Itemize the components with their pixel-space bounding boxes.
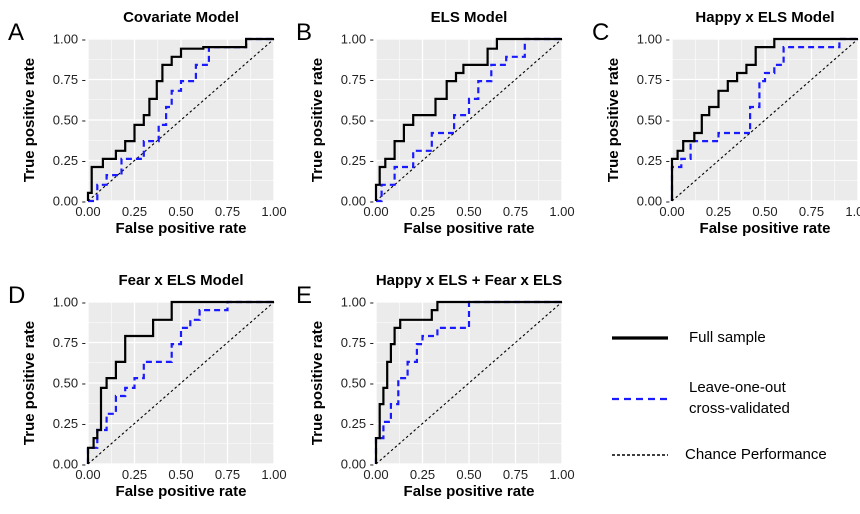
x-axis-label: False positive rate bbox=[700, 220, 831, 237]
panel-letter: D bbox=[8, 282, 25, 309]
x-axis-label: False positive rate bbox=[404, 220, 535, 237]
y-tick-label: 0.50 - bbox=[637, 113, 670, 128]
y-tick-label: 0.25 - bbox=[53, 153, 86, 168]
x-tick-label: 0.00 bbox=[75, 204, 100, 219]
x-tick-label: 0.50 bbox=[168, 204, 193, 219]
x-tick-label: 0.25 bbox=[122, 204, 147, 219]
chance-line bbox=[87, 38, 275, 202]
panel-letter: C bbox=[592, 19, 609, 46]
loocv-curve bbox=[670, 37, 858, 201]
x-tick-label: 0.00 bbox=[659, 204, 684, 219]
x-tick-label: 1.00 bbox=[261, 467, 286, 482]
panel-title: Happy x ELS + Fear x ELS bbox=[376, 272, 562, 289]
x-tick-label: 0.75 bbox=[215, 204, 240, 219]
x-tick-label: 1.00 bbox=[549, 467, 574, 482]
x-tick-label: 0.75 bbox=[215, 467, 240, 482]
x-tick-label: 0.50 bbox=[168, 467, 193, 482]
legend: Full sample Leave-one-out cross-validate… bbox=[612, 329, 827, 463]
full-sample-curve bbox=[374, 37, 562, 201]
y-tick-label: 0.00 - bbox=[341, 457, 374, 472]
x-tick-label: 0.00 bbox=[363, 467, 388, 482]
x-axis-label: False positive rate bbox=[116, 483, 247, 500]
x-tick-label: 0.25 bbox=[410, 467, 435, 482]
panel-letter: A bbox=[8, 19, 24, 46]
x-tick-label: 0.50 bbox=[456, 204, 481, 219]
y-tick-label: 1.00 - bbox=[341, 295, 374, 310]
x-tick-label: 0.75 bbox=[503, 204, 528, 219]
y-tick-label: 0.50 - bbox=[53, 376, 86, 391]
roc-panel-c: 0.00 - 0.25 - 0.50 - 0.75 - 1.00 - 0.00 0.25 0.… bbox=[592, 9, 860, 237]
legend-label-full-sample: Full sample bbox=[689, 329, 766, 346]
panel-letter: B bbox=[296, 19, 312, 46]
x-tick-label: 0.75 bbox=[503, 467, 528, 482]
y-tick-label: 0.00 - bbox=[341, 194, 374, 209]
chance-line bbox=[375, 301, 563, 465]
full-sample-curve bbox=[670, 37, 858, 201]
y-tick-label: 0.50 - bbox=[341, 376, 374, 391]
panel-title: Happy x ELS Model bbox=[695, 9, 834, 26]
y-axis-label: True positive rate bbox=[309, 321, 326, 445]
roc-panel-a: 0.00 - 0.25 - 0.50 - 0.75 - 1.00 - 0.00 0.25 0.… bbox=[8, 9, 287, 237]
x-tick-label: 0.50 bbox=[752, 204, 777, 219]
roc-panel-e: 0.00 - 0.25 - 0.50 - 0.75 - 1.00 - 0.00 0.25 0.… bbox=[296, 272, 575, 500]
x-tick-label: 0.25 bbox=[122, 467, 147, 482]
full-sample-curve bbox=[374, 300, 562, 464]
y-axis-label: True positive rate bbox=[21, 58, 38, 182]
loocv-curve bbox=[376, 37, 562, 203]
full-sample-curve bbox=[86, 300, 274, 464]
y-tick-label: 0.75 - bbox=[341, 72, 374, 87]
legend-label-chance: Chance Performance bbox=[685, 446, 827, 463]
legend-label-leave-one-out: Leave-one-out bbox=[689, 379, 787, 396]
x-tick-label: 0.25 bbox=[706, 204, 731, 219]
panel-title: Fear x ELS Model bbox=[118, 272, 243, 289]
legend-label-cross-validated: cross-validated bbox=[689, 400, 790, 417]
x-tick-label: 0.75 bbox=[799, 204, 824, 219]
y-tick-label: 0.00 - bbox=[637, 194, 670, 209]
y-tick-label: 0.25 - bbox=[53, 416, 86, 431]
y-tick-label: 0.75 - bbox=[637, 72, 670, 87]
y-tick-label: 1.00 - bbox=[53, 295, 86, 310]
loocv-curve bbox=[374, 300, 562, 464]
roc-panel-d: 0.00 - 0.25 - 0.50 - 0.75 - 1.00 - 0.00 0.25 0.… bbox=[8, 272, 287, 500]
chance-line bbox=[375, 38, 563, 202]
roc-panel-b: 0.00 - 0.25 - 0.50 - 0.75 - 1.00 - 0.00 0.25 0.… bbox=[296, 9, 575, 237]
y-axis-label: True positive rate bbox=[605, 58, 622, 182]
panel-title: Covariate Model bbox=[123, 9, 239, 26]
y-tick-label: 0.50 - bbox=[53, 113, 86, 128]
x-tick-label: 0.25 bbox=[410, 204, 435, 219]
y-tick-label: 1.00 - bbox=[637, 32, 670, 47]
y-tick-label: 1.00 - bbox=[53, 32, 86, 47]
x-tick-label: 0.50 bbox=[456, 467, 481, 482]
y-tick-label: 0.50 - bbox=[341, 113, 374, 128]
y-axis-label: True positive rate bbox=[309, 58, 326, 182]
x-tick-label: 0.00 bbox=[363, 204, 388, 219]
chance-line bbox=[87, 301, 275, 465]
y-tick-label: 0.25 - bbox=[637, 153, 670, 168]
y-axis-label: True positive rate bbox=[21, 321, 38, 445]
x-tick-label: 1.00 bbox=[549, 204, 574, 219]
y-tick-label: 0.25 - bbox=[341, 153, 374, 168]
x-axis-label: False positive rate bbox=[116, 220, 247, 237]
y-tick-label: 0.75 - bbox=[53, 72, 86, 87]
y-tick-label: 0.75 - bbox=[341, 335, 374, 350]
x-tick-label: 1.00 bbox=[845, 204, 860, 219]
y-tick-label: 1.00 - bbox=[341, 32, 374, 47]
chance-line bbox=[671, 38, 859, 202]
y-tick-label: 0.00 - bbox=[53, 194, 86, 209]
full-sample-curve bbox=[86, 37, 274, 201]
x-tick-label: 0.00 bbox=[75, 467, 100, 482]
panel-title: ELS Model bbox=[431, 9, 508, 26]
x-tick-label: 1.00 bbox=[261, 204, 286, 219]
panel-letter: E bbox=[296, 282, 312, 309]
y-tick-label: 0.00 - bbox=[53, 457, 86, 472]
y-tick-label: 0.25 - bbox=[341, 416, 374, 431]
y-tick-label: 0.75 - bbox=[53, 335, 86, 350]
x-axis-label: False positive rate bbox=[404, 483, 535, 500]
loocv-curve bbox=[86, 300, 274, 464]
